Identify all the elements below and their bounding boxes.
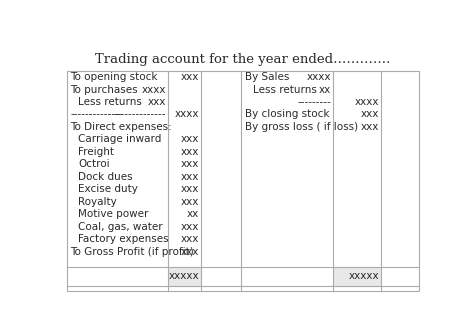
Text: xx: xx <box>319 85 331 95</box>
Text: xxxx: xxxx <box>307 72 331 82</box>
Bar <box>168 267 201 286</box>
Text: xxx: xxx <box>181 184 199 194</box>
Text: Less returns: Less returns <box>78 97 142 107</box>
Text: xx: xx <box>187 209 199 219</box>
Text: --------------: -------------- <box>113 110 166 120</box>
Text: By gross loss ( if loss): By gross loss ( if loss) <box>245 122 358 132</box>
Text: Factory expenses: Factory expenses <box>78 234 169 244</box>
Text: xxxxx: xxxxx <box>168 271 199 281</box>
Text: Motive power: Motive power <box>78 209 149 219</box>
Text: xxx: xxx <box>181 172 199 182</box>
Text: To opening stock: To opening stock <box>70 72 158 82</box>
Text: xxx: xxx <box>181 72 199 82</box>
Text: xxx: xxx <box>181 247 199 257</box>
Text: To Gross Profit (if profit): To Gross Profit (if profit) <box>70 247 194 257</box>
Text: --------------: -------------- <box>70 110 123 120</box>
Text: xxx: xxx <box>181 135 199 145</box>
Text: By closing stock: By closing stock <box>245 110 329 120</box>
Text: xxx: xxx <box>181 147 199 157</box>
Text: xxx: xxx <box>360 122 379 132</box>
Text: xxx: xxx <box>181 160 199 169</box>
Text: xxx: xxx <box>147 97 166 107</box>
Text: xxxx: xxxx <box>355 97 379 107</box>
Text: Octroi: Octroi <box>78 160 110 169</box>
Text: xxx: xxx <box>181 222 199 232</box>
Text: Less returns: Less returns <box>253 85 317 95</box>
Text: Carriage inward: Carriage inward <box>78 135 162 145</box>
Text: ---------: --------- <box>297 97 331 107</box>
Bar <box>66 71 419 291</box>
Text: xxxx: xxxx <box>141 85 166 95</box>
Text: xxx: xxx <box>360 110 379 120</box>
Text: By Sales: By Sales <box>245 72 289 82</box>
Text: Excise duty: Excise duty <box>78 184 138 194</box>
Bar <box>333 267 381 286</box>
Text: To Direct expenses:: To Direct expenses: <box>70 122 172 132</box>
Text: xxxx: xxxx <box>174 110 199 120</box>
Text: Coal, gas, water: Coal, gas, water <box>78 222 163 232</box>
Text: Royalty: Royalty <box>78 197 117 207</box>
Text: Dock dues: Dock dues <box>78 172 133 182</box>
Text: xxx: xxx <box>181 234 199 244</box>
Text: xxxxx: xxxxx <box>348 271 379 281</box>
Text: Freight: Freight <box>78 147 114 157</box>
Text: xxx: xxx <box>181 197 199 207</box>
Text: Trading account for the year ended………….: Trading account for the year ended…………. <box>95 53 391 66</box>
Text: To purchases: To purchases <box>70 85 138 95</box>
